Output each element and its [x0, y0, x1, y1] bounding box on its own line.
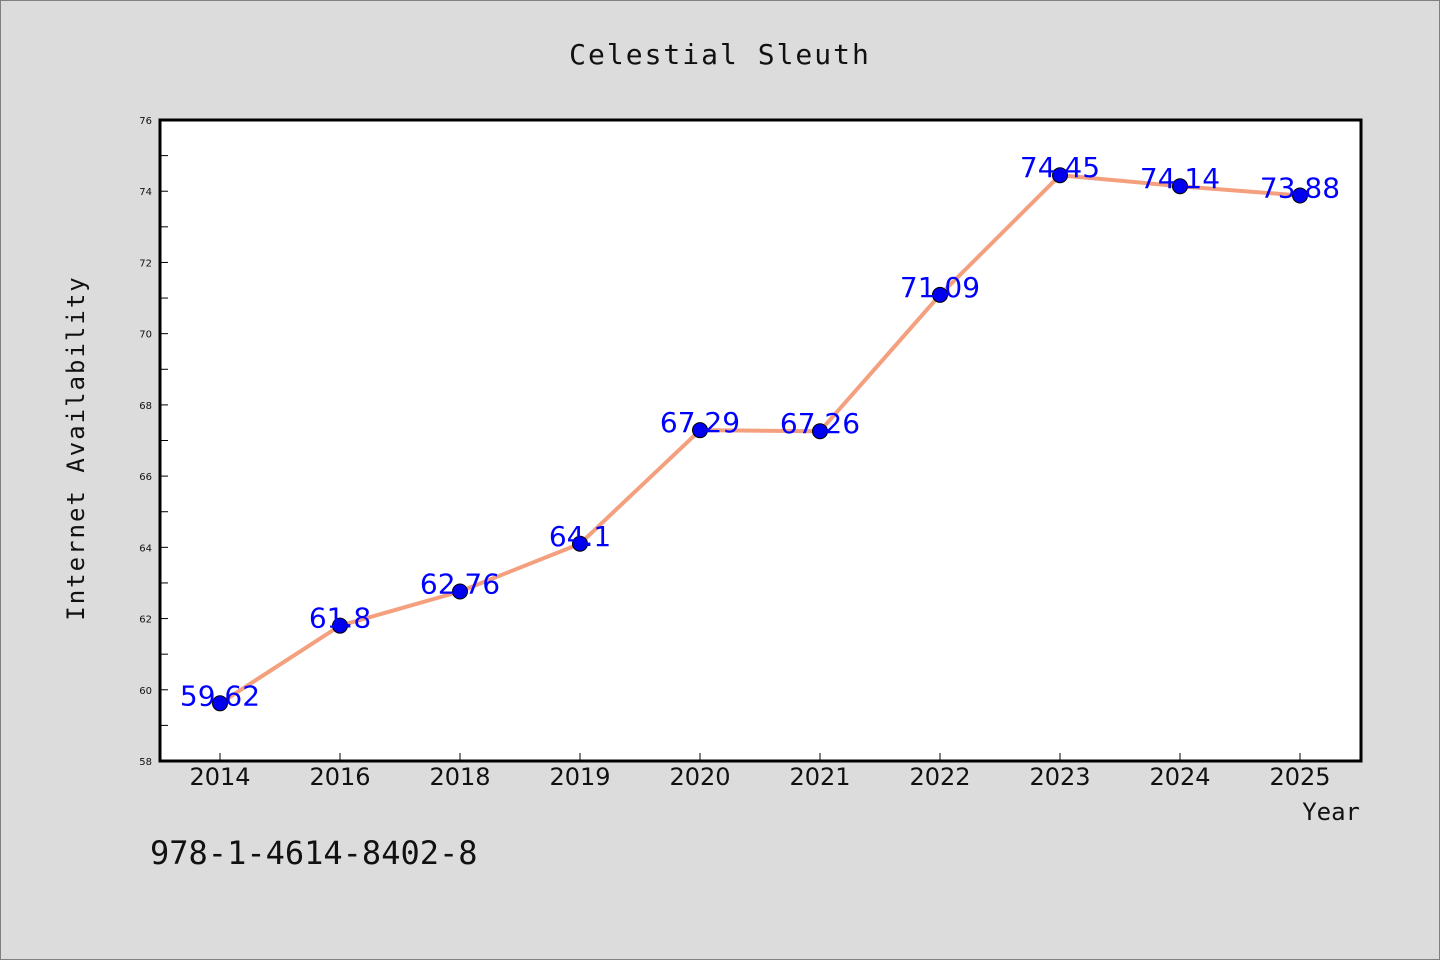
y-tick-label: 74 — [139, 187, 152, 198]
data-point — [572, 535, 588, 552]
x-tick-label: 2023 — [1029, 763, 1090, 791]
data-point — [1052, 167, 1068, 184]
x-tick-label: 2018 — [429, 763, 490, 791]
data-point — [1292, 187, 1308, 204]
data-point — [212, 695, 228, 712]
y-tick-label: 64 — [139, 543, 152, 554]
data-label: 62.76 — [420, 567, 500, 600]
data-label: 74.14 — [1140, 162, 1220, 195]
y-tick-label: 68 — [139, 401, 152, 412]
data-label: 67.29 — [660, 406, 740, 439]
x-tick-label: 2021 — [789, 763, 850, 791]
y-tick-label: 58 — [139, 757, 152, 768]
x-tick-label: 2016 — [309, 763, 370, 791]
data-point — [932, 286, 948, 303]
y-tick-label: 76 — [139, 116, 152, 127]
y-axis: 58 60 62 64 66 68 70 72 74 76 — [139, 116, 168, 768]
x-axis-label: Year — [1302, 798, 1360, 826]
isbn-annotation: 978-1-4614-8402-8 — [150, 834, 478, 872]
data-label: 71.09 — [900, 271, 980, 304]
y-tick-label: 72 — [139, 258, 152, 269]
x-tick-label: 2024 — [1149, 763, 1210, 791]
data-label: 59.62 — [180, 679, 260, 712]
y-axis-label: Internet Availability — [62, 275, 90, 620]
series-line — [218, 173, 1301, 705]
x-tick-label: 2019 — [549, 763, 610, 791]
chart-title: Celestial Sleuth — [569, 38, 871, 71]
data-label: 73.88 — [1260, 171, 1340, 204]
data-point — [1172, 178, 1188, 195]
data-point — [812, 423, 828, 440]
x-axis: 2014 2016 2018 2019 2020 2021 2022 2023 2024 2025 — [189, 753, 1331, 791]
data-label: 74.45 — [1020, 151, 1100, 184]
x-tick-label: 2020 — [669, 763, 730, 791]
series-group: 59.62 61.8 62.76 64.1 67.29 67.26 71.09 74.45 74… — [180, 151, 1340, 712]
plot-area — [158, 118, 1363, 763]
x-tick-label: 2022 — [909, 763, 970, 791]
y-tick-label: 70 — [139, 330, 152, 341]
data-point — [332, 617, 348, 634]
y-tick-label: 62 — [139, 615, 152, 626]
y-tick-label: 60 — [139, 686, 152, 697]
y-tick-label: 66 — [139, 472, 152, 483]
x-tick-label: 2014 — [189, 763, 250, 791]
x-tick-label: 2025 — [1269, 763, 1330, 791]
data-point — [692, 422, 708, 439]
data-point — [452, 583, 468, 600]
data-label: 67.26 — [780, 407, 860, 440]
data-label: 64.1 — [549, 520, 611, 553]
data-label: 61.8 — [309, 602, 371, 635]
